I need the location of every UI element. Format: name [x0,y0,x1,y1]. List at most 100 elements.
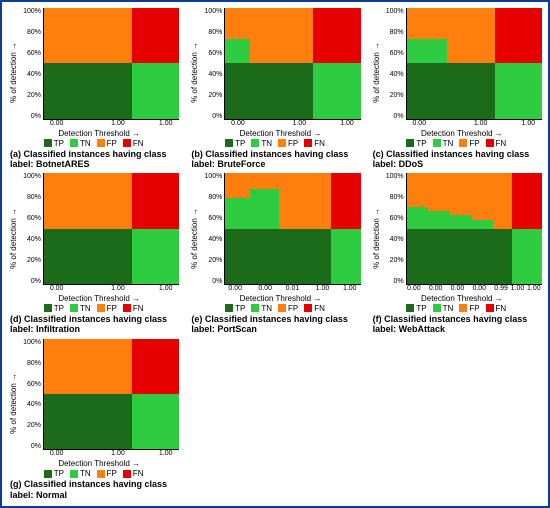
segment-TN [132,229,179,284]
legend: TPTNFPFN [8,304,179,313]
y-tick-label: 20% [19,257,41,264]
y-tick-label: 100% [200,173,222,180]
y-axis-label: % of detection → [189,208,200,269]
x-tick-label: 1.00 [340,120,354,127]
legend: TPTNFPFN [371,304,542,313]
segment-FP [225,173,249,197]
segment-TN [407,39,448,63]
legend-label: TN [80,469,91,478]
legend-swatch-icon [406,304,414,312]
segment-FN [132,339,179,394]
legend-item-TP: TP [225,304,245,313]
x-tick-label: 0.00 [231,120,245,127]
x-tick-label: 0.01 [286,285,300,292]
legend-label: TN [80,304,91,313]
legend-label: TP [235,139,245,148]
legend: TPTNFPFN [8,139,179,148]
y-tick-label: 100% [382,173,404,180]
x-tick-label: 0.00 [429,285,443,292]
legend-swatch-icon [459,139,467,147]
plot-area [43,339,179,451]
panel-b: % of detection →100%80%60%40%20%0%0.001.… [189,8,360,169]
segment-FP [450,173,472,215]
segment-TN [132,63,179,118]
x-tick-label: 1.00 [474,120,488,127]
legend-label: TN [443,304,454,313]
y-axis-label: % of detection → [8,208,19,269]
legend-swatch-icon [44,139,52,147]
y-tick-label: 20% [382,92,404,99]
segment-TP [44,394,132,449]
segment-FP [225,8,249,39]
legend-item-FN: FN [486,304,507,313]
x-ticks: 0.000.000.011.001.00 [224,285,360,294]
segment-FN [313,8,360,63]
x-axis-label: Detection Threshold → [19,294,179,303]
y-ticks: 100%80%60%40%20%0% [200,173,224,285]
y-tick-label: 0% [19,443,41,450]
y-axis-label: % of detection → [189,42,200,103]
x-axis-label: Detection Threshold → [200,129,360,138]
x-tick-label: 0.99 [494,285,508,292]
x-tick-label: 1.00 [527,285,541,292]
legend-swatch-icon [304,139,312,147]
y-tick-label: 80% [200,29,222,36]
x-tick-label: 0.00 [258,285,272,292]
legend-item-FN: FN [304,304,325,313]
legend-swatch-icon [97,304,105,312]
panel-e: % of detection →100%80%60%40%20%0%0.000.… [189,173,360,334]
x-ticks: 0.001.001.00 [224,120,360,129]
x-tick-label: 1.00 [159,450,173,457]
y-ticks: 100%80%60%40%20%0% [382,8,406,120]
segment-TP [407,63,495,118]
legend-label: FN [133,139,144,148]
legend-label: FN [496,304,507,313]
plot-area [406,8,542,120]
x-tick-label: 1.00 [111,450,125,457]
segment-FN [132,173,179,228]
legend-label: TN [80,139,91,148]
plot-area [406,173,542,285]
segment-TN [225,198,249,229]
x-tick-label: 1.00 [111,285,125,292]
y-tick-label: 60% [382,50,404,57]
y-tick-label: 40% [19,71,41,78]
x-tick-label: 0.00 [50,120,64,127]
x-tick-label: 1.00 [159,285,173,292]
segment-TP [225,229,331,284]
panel-d: % of detection →100%80%60%40%20%0%0.001.… [8,173,179,334]
segment-FP [44,339,132,394]
plot-area [43,173,179,285]
plot-area [224,8,360,120]
legend-swatch-icon [123,470,131,478]
y-tick-label: 60% [200,50,222,57]
legend-item-TN: TN [251,139,272,148]
legend: TPTNFPFN [189,139,360,148]
x-tick-label: 0.00 [451,285,465,292]
y-tick-label: 100% [19,8,41,15]
y-tick-label: 40% [200,71,222,78]
y-tick-label: 60% [200,215,222,222]
y-tick-label: 80% [200,194,222,201]
segment-FP [493,173,512,228]
x-axis-label: Detection Threshold → [382,294,542,303]
legend-label: FP [288,139,298,148]
y-tick-label: 100% [19,173,41,180]
y-axis-label: % of detection → [371,42,382,103]
legend-item-FN: FN [123,469,144,478]
legend-swatch-icon [70,139,78,147]
x-ticks: 0.001.001.00 [43,120,179,129]
legend-label: FP [469,139,479,148]
segment-TP [407,229,513,284]
legend-swatch-icon [70,304,78,312]
legend-item-FP: FP [97,304,117,313]
panel-caption: (e) Classified instances having class la… [189,314,360,335]
legend-label: TP [416,139,426,148]
y-ticks: 100%80%60%40%20%0% [19,173,43,285]
legend-item-FP: FP [278,304,298,313]
legend-item-TN: TN [70,304,91,313]
x-tick-label: 1.00 [511,285,525,292]
x-tick-label: 1.00 [522,120,536,127]
x-ticks: 0.001.001.00 [43,450,179,459]
panel-g: % of detection →100%80%60%40%20%0%0.001.… [8,339,179,500]
